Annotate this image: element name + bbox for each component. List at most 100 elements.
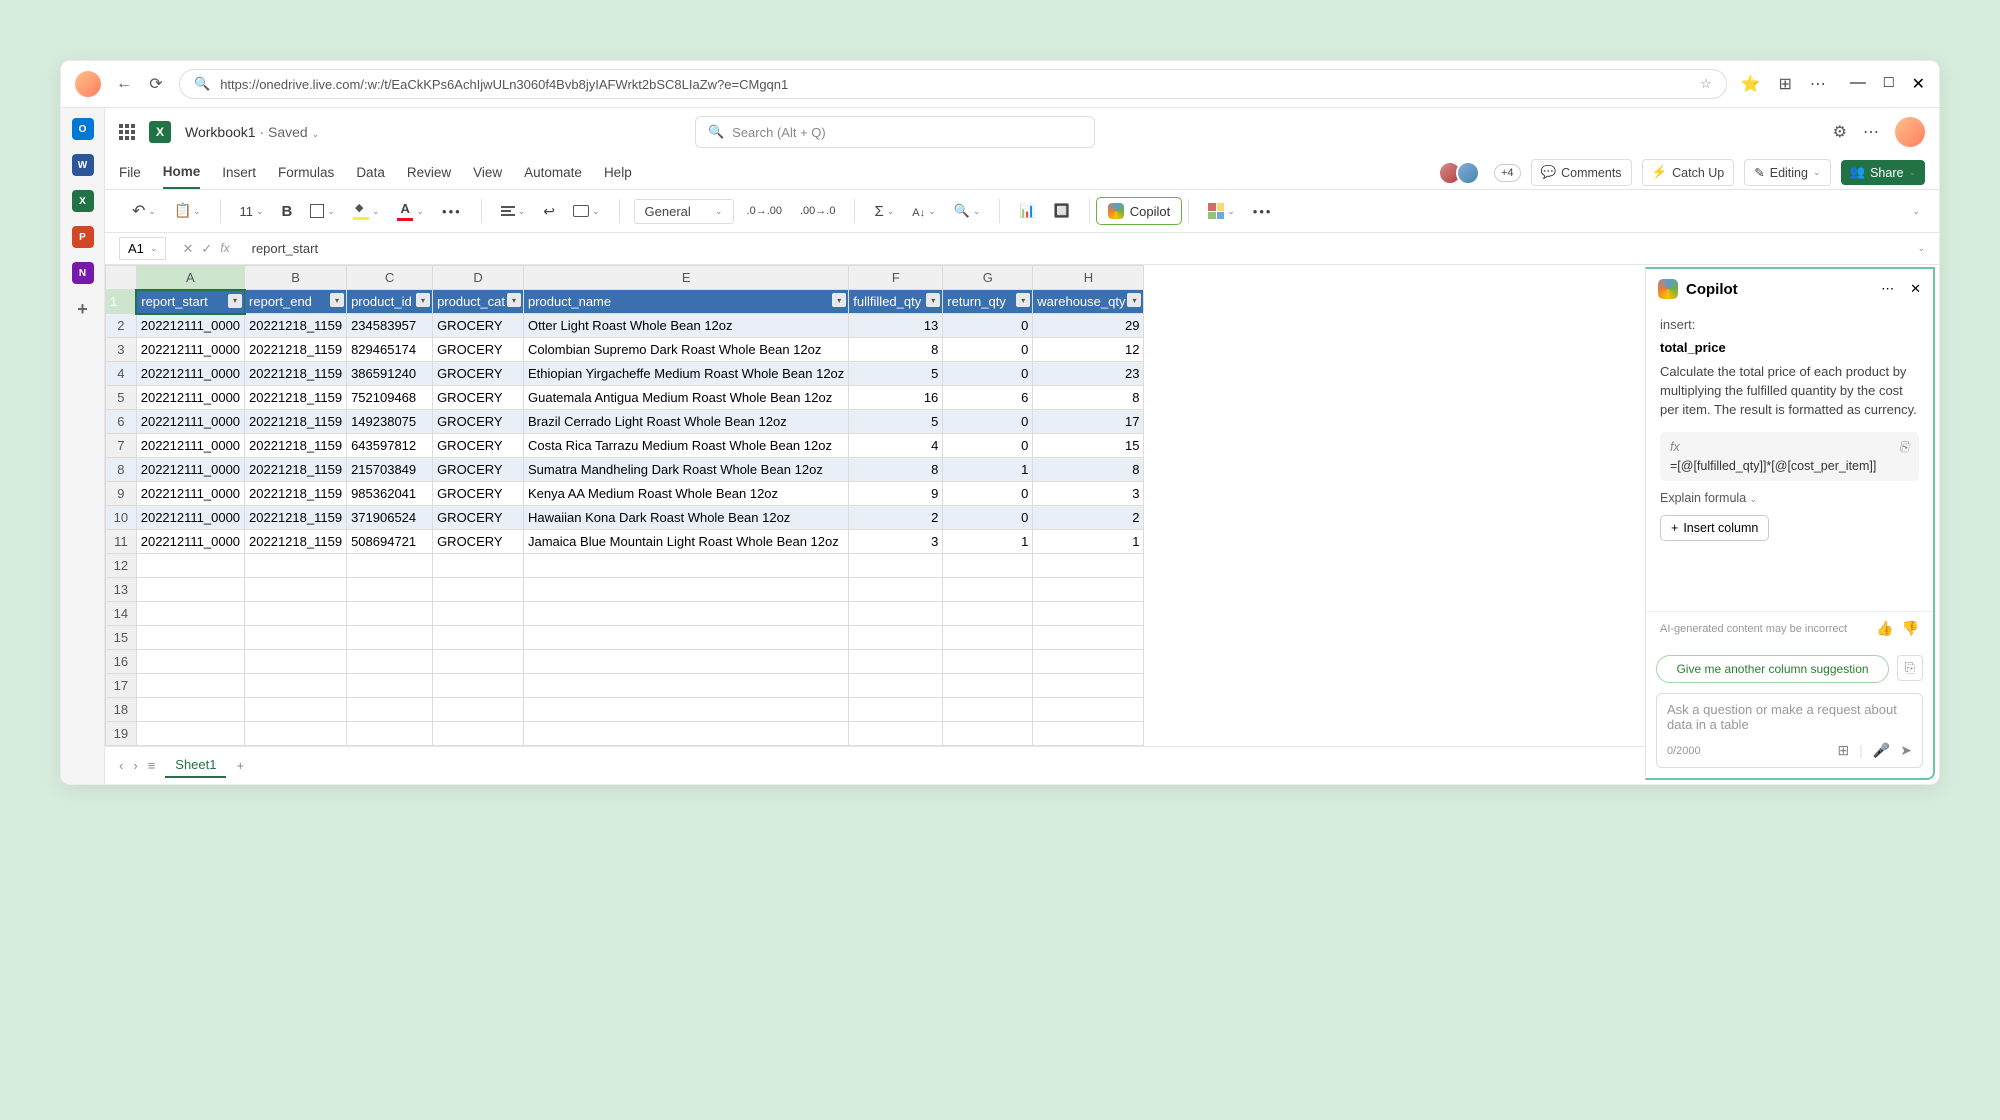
cell[interactable] <box>433 578 524 602</box>
minimize-button[interactable]: — <box>1850 74 1866 94</box>
thumbs-down-icon[interactable]: 👎 <box>1902 620 1919 637</box>
cell[interactable] <box>433 650 524 674</box>
cell[interactable] <box>1033 674 1144 698</box>
cell[interactable]: 202212111_0000 <box>136 434 244 458</box>
cell[interactable]: Kenya AA Medium Roast Whole Bean 12oz <box>524 482 849 506</box>
refresh-button[interactable]: ⟳ <box>147 75 165 93</box>
table-header-cell[interactable]: fullfilled_qty▾ <box>849 290 943 314</box>
cell[interactable] <box>943 722 1033 746</box>
more-collaborators[interactable]: +4 <box>1494 164 1521 182</box>
cell[interactable]: 2 <box>1033 506 1144 530</box>
cell[interactable]: 0 <box>943 482 1033 506</box>
row-header[interactable]: 8 <box>106 458 137 482</box>
more-icon[interactable]: ⋯ <box>1810 74 1826 94</box>
table-header-cell[interactable]: warehouse_qty▾ <box>1033 290 1144 314</box>
cell[interactable]: 16 <box>849 386 943 410</box>
thumbs-up-icon[interactable]: 👍 <box>1876 620 1893 637</box>
decrease-decimal-button[interactable]: .00→.0 <box>795 201 840 221</box>
cell[interactable] <box>849 698 943 722</box>
ideas-button[interactable]: 🔲 <box>1049 199 1075 223</box>
cell[interactable]: Costa Rica Tarrazu Medium Roast Whole Be… <box>524 434 849 458</box>
row-header[interactable]: 16 <box>106 650 137 674</box>
bold-button[interactable]: B <box>277 199 298 224</box>
cell[interactable] <box>347 602 433 626</box>
insert-column-button[interactable]: + Insert column <box>1660 515 1769 541</box>
cell[interactable] <box>1033 722 1144 746</box>
cell[interactable]: 9 <box>849 482 943 506</box>
cell[interactable]: GROCERY <box>433 362 524 386</box>
column-header[interactable]: H <box>1033 266 1144 290</box>
row-header[interactable]: 19 <box>106 722 137 746</box>
collections-icon[interactable]: ⊞ <box>1779 74 1792 94</box>
cell[interactable] <box>524 650 849 674</box>
cell[interactable] <box>136 650 244 674</box>
cell[interactable] <box>1033 650 1144 674</box>
close-button[interactable]: ✕ <box>1912 74 1925 94</box>
cell[interactable]: 23 <box>1033 362 1144 386</box>
cell[interactable]: 202212111_0000 <box>136 362 244 386</box>
cell[interactable]: GROCERY <box>433 506 524 530</box>
cell[interactable]: 371906524 <box>347 506 433 530</box>
row-header[interactable]: 2 <box>106 314 137 338</box>
accept-formula-icon[interactable]: ✓ <box>201 241 212 257</box>
paste-button[interactable]: ⌄ <box>169 198 206 224</box>
tab-automate[interactable]: Automate <box>524 157 582 188</box>
filter-icon[interactable]: ▾ <box>416 293 430 307</box>
cell[interactable]: Otter Light Roast Whole Bean 12oz <box>524 314 849 338</box>
cell[interactable]: 20221218_1159 <box>245 314 347 338</box>
cell[interactable]: 5 <box>849 362 943 386</box>
cell[interactable]: 20221218_1159 <box>245 482 347 506</box>
cell[interactable] <box>1033 626 1144 650</box>
cell[interactable] <box>943 626 1033 650</box>
send-icon[interactable]: ➤ <box>1900 742 1912 759</box>
name-box[interactable]: A1⌄ <box>119 237 166 260</box>
cell[interactable]: GROCERY <box>433 530 524 554</box>
cell[interactable] <box>849 554 943 578</box>
autosum-button[interactable]: ⌄ <box>869 199 899 224</box>
add-app-icon[interactable]: + <box>72 298 94 320</box>
cell[interactable]: 8 <box>849 338 943 362</box>
cell[interactable]: 6 <box>943 386 1033 410</box>
cell[interactable]: 202212111_0000 <box>136 506 244 530</box>
column-header[interactable]: E <box>524 266 849 290</box>
powerpoint-icon[interactable]: P <box>72 226 94 248</box>
cell[interactable]: 0 <box>943 506 1033 530</box>
filter-icon[interactable]: ▾ <box>228 294 242 308</box>
spreadsheet-grid[interactable]: ABCDEFGH1report_start▾report_end▾product… <box>105 265 1645 746</box>
tab-home[interactable]: Home <box>163 156 201 189</box>
cell[interactable] <box>1033 602 1144 626</box>
tab-data[interactable]: Data <box>356 157 385 188</box>
expand-formula-bar[interactable]: ⌄ <box>1917 243 1925 254</box>
cell[interactable]: 202212111_0000 <box>136 458 244 482</box>
cell[interactable] <box>245 578 347 602</box>
cell[interactable] <box>849 578 943 602</box>
add-sheet-button[interactable]: + <box>236 758 244 773</box>
maximize-button[interactable]: □ <box>1884 74 1894 94</box>
row-header[interactable]: 3 <box>106 338 137 362</box>
cancel-formula-icon[interactable]: ✕ <box>182 241 193 257</box>
cell[interactable] <box>136 698 244 722</box>
cell[interactable] <box>347 650 433 674</box>
tab-help[interactable]: Help <box>604 157 632 188</box>
cell[interactable]: GROCERY <box>433 458 524 482</box>
cell[interactable] <box>849 722 943 746</box>
cell[interactable] <box>433 626 524 650</box>
cell[interactable]: 20221218_1159 <box>245 506 347 530</box>
column-header[interactable]: B <box>245 266 347 290</box>
sheet-prev-button[interactable]: ‹ <box>119 758 123 773</box>
cell[interactable]: Sumatra Mandheling Dark Roast Whole Bean… <box>524 458 849 482</box>
favorites-icon[interactable]: ⭐ <box>1741 74 1761 94</box>
row-header[interactable]: 12 <box>106 554 137 578</box>
filter-icon[interactable]: ▾ <box>1016 293 1030 307</box>
row-header[interactable]: 18 <box>106 698 137 722</box>
font-color-button[interactable]: ⌄ <box>392 199 429 223</box>
filter-icon[interactable]: ▾ <box>926 293 940 307</box>
cell[interactable]: 8 <box>1033 458 1144 482</box>
back-button[interactable]: ← <box>115 75 133 93</box>
cell[interactable]: 29 <box>1033 314 1144 338</box>
table-header-cell[interactable]: product_cat▾ <box>433 290 524 314</box>
editing-button[interactable]: ✎ Editing ⌄ <box>1744 159 1830 186</box>
cell[interactable] <box>524 602 849 626</box>
cell[interactable] <box>433 602 524 626</box>
cell[interactable] <box>136 578 244 602</box>
